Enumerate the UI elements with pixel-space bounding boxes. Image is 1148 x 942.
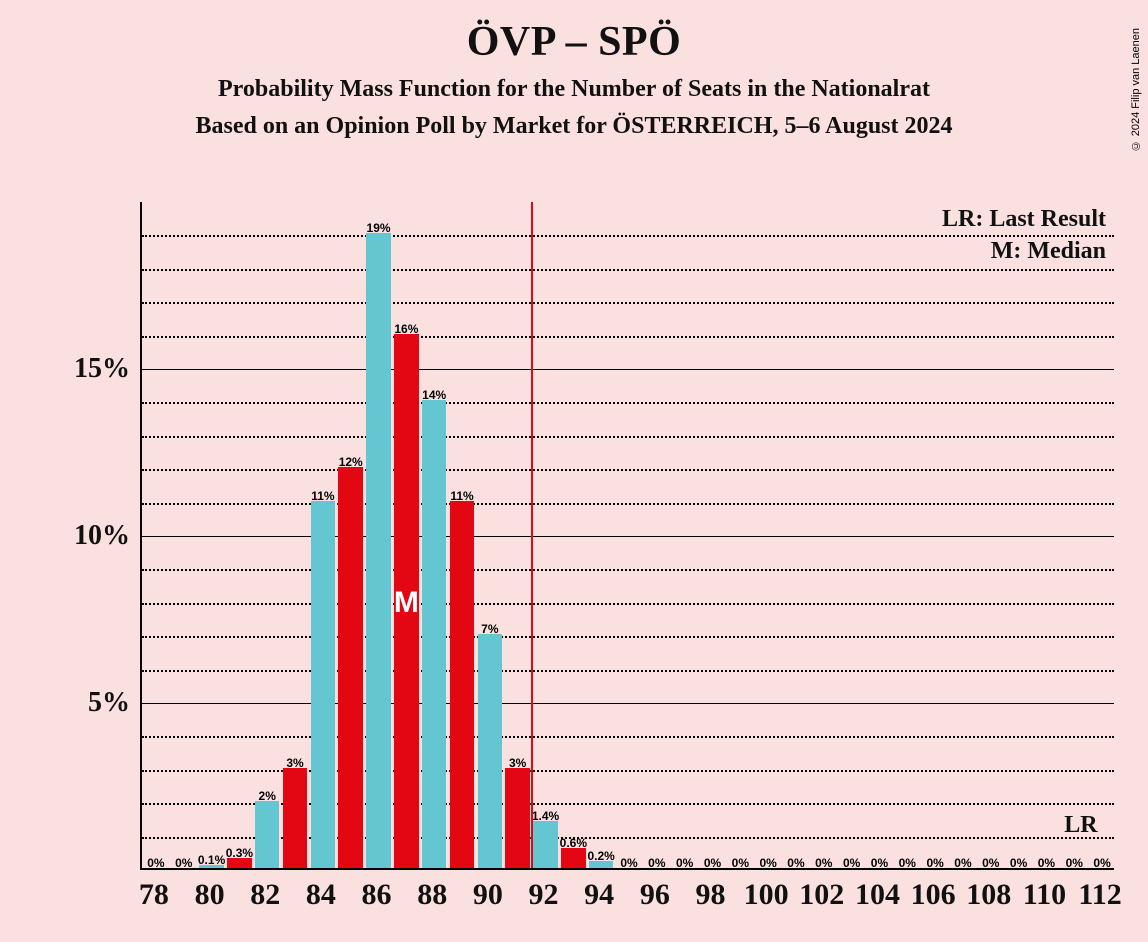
y-axis-tick-label: 10% [74,520,130,552]
x-axis-tick-label: 84 [306,878,336,912]
bar [422,400,446,868]
x-axis-tick-label: 102 [799,878,844,912]
bar-value-label: 0% [1066,856,1083,870]
y-axis-tick-label: 5% [88,687,130,719]
x-axis-tick-label: 78 [139,878,169,912]
gridline-minor [142,269,1114,271]
x-axis-tick-label: 88 [417,878,447,912]
bar-value-label: 0.6% [560,836,587,850]
bar-value-label: 0% [787,856,804,870]
x-axis-tick-label: 92 [529,878,559,912]
chart-title: ÖVP – SPÖ [0,18,1148,66]
bar [478,634,502,868]
bar-value-label: 0% [982,856,999,870]
bar-value-label: 0% [954,856,971,870]
bar-value-label: 0.2% [587,849,614,863]
gridline-minor [142,636,1114,638]
gridline-minor [142,670,1114,672]
chart-container: LR: Last Result M: Median 0%0%0.1%0.3%2%… [60,202,1114,870]
bar-value-label: 0% [648,856,665,870]
x-axis-tick-label: 96 [640,878,670,912]
bar [561,848,585,868]
bar-value-label: 3% [509,756,526,770]
bar-value-label: 0% [1010,856,1027,870]
bar-value-label: 0% [1038,856,1055,870]
gridline-minor [142,603,1114,605]
x-axis-tick-label: 108 [966,878,1011,912]
bar [311,501,335,868]
bar [366,233,390,868]
gridline-minor [142,736,1114,738]
bar [505,768,529,868]
x-axis-tick-label: 86 [362,878,392,912]
gridline-minor [142,336,1114,338]
bar-value-label: 0% [815,856,832,870]
copyright-text: © 2024 Filip van Laenen [1130,28,1142,151]
gridline-minor [142,436,1114,438]
x-axis-tick-label: 100 [744,878,789,912]
median-marker: M [394,586,419,620]
bar-value-label: 3% [286,756,303,770]
y-axis-tick-label: 15% [74,353,130,385]
bar-value-label: 0% [732,856,749,870]
x-axis-tick-label: 80 [195,878,225,912]
bar [450,501,474,868]
gridline-major [142,703,1114,704]
plot-area: 0% 0% 0.1%0.3% 2% 3% 11% 12% 19% 16% 14% 11% 7% 3% 1.… [140,202,1114,870]
bar [255,801,279,868]
gridline-minor [142,302,1114,304]
gridline-minor [142,503,1114,505]
gridline-minor [142,402,1114,404]
bar-value-label: 0% [175,856,192,870]
bar-value-label: 11% [311,489,334,503]
bar-value-label: 0% [147,856,164,870]
x-axis-tick-label: 110 [1023,878,1066,912]
x-axis-tick-label: 82 [250,878,280,912]
bar-value-label: 19% [367,221,391,235]
bar-value-label: 11% [450,489,473,503]
bar-value-label: 14% [422,388,446,402]
gridline-minor [142,469,1114,471]
bar-value-label: 16% [394,322,418,336]
chart-subtitle-1: Probability Mass Function for the Number… [0,76,1148,103]
chart-subtitle-2: Based on an Opinion Poll by Market for Ö… [0,113,1148,140]
x-axis-tick-label: 98 [695,878,725,912]
majority-threshold-line [531,202,533,868]
x-axis-tick-label: 90 [473,878,503,912]
bar-value-label: 0% [676,856,693,870]
gridline-major [142,369,1114,370]
bar-value-label: 0% [620,856,637,870]
bar-value-label: 0% [926,856,943,870]
bar-value-label: 0.3% [226,846,253,860]
gridline-minor [142,569,1114,571]
x-axis-tick-label: 94 [584,878,614,912]
bar-value-label: 0.1% [198,853,225,867]
bar-value-label: 2% [259,789,276,803]
bar-value-label: 0% [1093,856,1110,870]
bar [338,467,362,868]
bar [533,821,557,868]
gridline-major [142,536,1114,537]
bar-value-label: 12% [339,455,363,469]
x-axis-tick-label: 104 [855,878,900,912]
x-axis-tick-label: 112 [1078,878,1121,912]
x-axis-tick-label: 106 [911,878,956,912]
bar-value-label: 0% [899,856,916,870]
bar-value-label: 0% [704,856,721,870]
bar-value-label: 0% [759,856,776,870]
last-result-marker: LR [1064,812,1097,839]
bar-value-label: 1.4% [532,809,559,823]
bar [283,768,307,868]
bar-value-label: 7% [481,622,498,636]
bar-value-label: 0% [843,856,860,870]
gridline-minor [142,235,1114,237]
bar-value-label: 0% [871,856,888,870]
